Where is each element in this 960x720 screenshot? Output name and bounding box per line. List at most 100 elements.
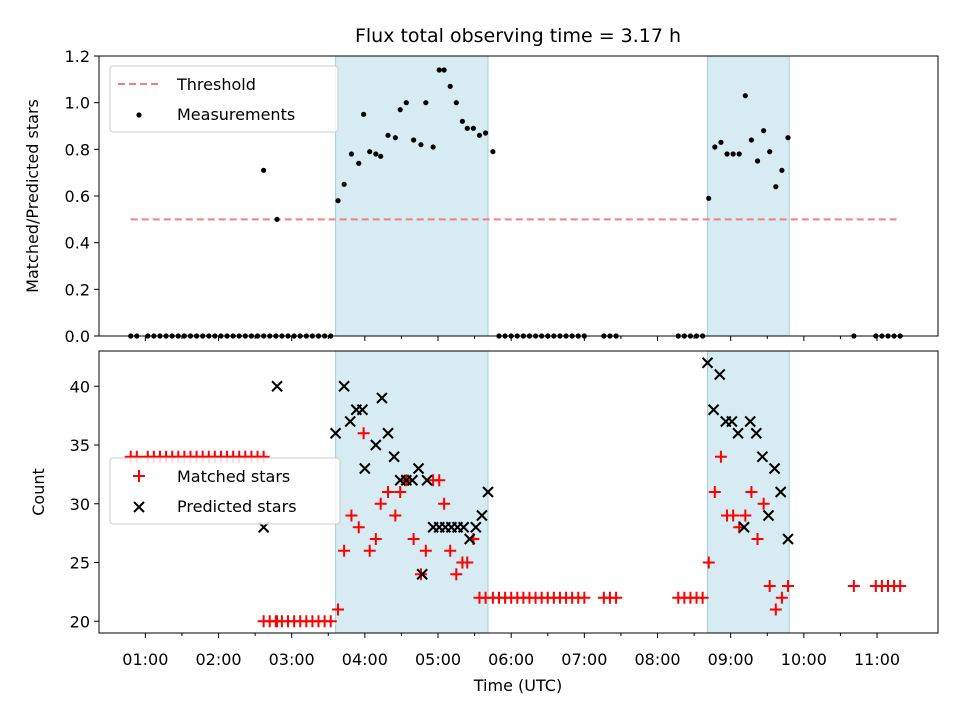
measurement-point	[490, 149, 496, 155]
x-stroke-b	[701, 357, 714, 369]
matched-star-point	[271, 615, 284, 628]
top-y-label: Matched/Predicted stars	[23, 99, 42, 293]
x-tick-label: 03:00	[269, 650, 315, 669]
measurement-point	[785, 135, 791, 141]
predicted-star-point	[732, 427, 744, 439]
predicted-star-point	[707, 404, 720, 416]
predicted-star-point	[329, 427, 342, 439]
x-stroke-b	[756, 451, 769, 463]
x-stroke-b	[732, 427, 744, 439]
matched-star-point	[578, 591, 591, 604]
matched-star-point	[775, 591, 788, 604]
measurement-point	[754, 158, 761, 164]
predicted-star-points	[257, 357, 794, 580]
y-tick-label: 25	[70, 554, 90, 573]
y-tick-label: 0.6	[65, 187, 90, 206]
predicted-star-point	[768, 462, 781, 475]
measurement-point	[403, 100, 409, 106]
x-stroke-b	[344, 415, 356, 428]
matched-star-point	[407, 533, 420, 545]
x-stroke-b	[726, 415, 738, 428]
x-tick-label: 10:00	[781, 650, 827, 669]
predicted-star-point	[714, 368, 726, 381]
measurement-point	[773, 184, 779, 190]
x-stroke-b	[750, 427, 763, 439]
top-legend-box	[109, 65, 339, 133]
top-x-axis	[144, 336, 878, 341]
x-tick-label: 01:00	[122, 650, 168, 669]
x-stroke-b	[271, 380, 283, 392]
x-stroke-b	[457, 521, 470, 533]
measurement-point	[373, 151, 379, 157]
measurement-point	[476, 132, 483, 138]
x-stroke-b	[707, 404, 720, 416]
figure-title: Flux total observing time = 3.17 h	[355, 25, 681, 47]
x-tick-label: 04:00	[342, 650, 388, 669]
matched-star-point	[357, 427, 370, 440]
measurement-point	[706, 195, 712, 201]
matched-star-point	[714, 450, 727, 463]
measurement-point	[730, 151, 736, 157]
measurement-point	[411, 137, 417, 143]
matched-star-point	[433, 474, 446, 487]
bottom-legend-box	[109, 457, 341, 525]
measurement-point	[430, 144, 436, 150]
predicted-star-point	[382, 427, 394, 439]
legend-predicted-label: Predicted stars	[177, 497, 297, 516]
x-tick-label: 06:00	[488, 650, 534, 669]
matched-star-point	[257, 615, 270, 628]
predicted-star-point	[756, 451, 769, 463]
legend-measurements-label: Measurements	[177, 105, 295, 124]
x-stroke-b	[388, 451, 400, 463]
x-stroke-b	[412, 462, 425, 475]
top-plot-frame	[98, 55, 939, 337]
matched-star-point	[332, 603, 345, 616]
y-tick-label: 35	[70, 436, 90, 455]
matched-star-point	[389, 509, 402, 522]
matched-star-point	[696, 591, 709, 604]
bottom-plot-frame	[98, 350, 939, 634]
measurement-point	[367, 149, 373, 155]
matched-star-point	[394, 486, 407, 498]
predicted-star-point	[762, 509, 775, 522]
predicted-star-point	[738, 521, 750, 533]
x-tick-label: 08:00	[634, 650, 680, 669]
predicted-star-point	[356, 404, 369, 416]
measurement-point	[459, 118, 466, 124]
matched-star-point	[757, 497, 770, 510]
predicted-star-point	[782, 533, 794, 545]
x-stroke-b	[370, 439, 382, 451]
bottom-x-axis: 01:00 02:00 03:00 04:00 05:00 06:00 07:00 08:00…	[122, 633, 900, 669]
matched-star-point	[763, 580, 776, 592]
matched-star-point	[363, 544, 376, 557]
measurement-point	[464, 125, 470, 131]
matched-star-point	[450, 568, 463, 581]
matched-star-point	[345, 509, 358, 522]
matched-star-point	[324, 615, 337, 628]
x-stroke-b	[768, 462, 781, 475]
shaded-interval	[335, 55, 489, 337]
measurement-point	[748, 137, 755, 143]
x-stroke-b	[356, 404, 369, 416]
matched-star-point	[369, 533, 382, 545]
x-stroke-b	[416, 568, 428, 580]
y-tick-label: 1.2	[65, 47, 90, 66]
x-stroke-b	[421, 474, 433, 486]
measurement-point	[441, 67, 447, 73]
y-tick-label: 1.0	[65, 94, 90, 113]
measurement-point	[718, 139, 724, 145]
measurement-point	[423, 100, 429, 106]
predicted-star-point	[338, 380, 350, 392]
matched-star-points	[124, 427, 907, 628]
predicted-star-point	[476, 509, 488, 522]
predicted-star-point	[271, 380, 283, 392]
matched-star-point	[461, 556, 474, 569]
x-stroke-b	[382, 427, 394, 439]
bottom-x-label: Time (UTC)	[473, 676, 562, 695]
predicted-star-point	[470, 521, 482, 533]
x-stroke-b	[338, 380, 350, 392]
matched-star-point	[610, 591, 623, 604]
matched-star-point	[769, 603, 782, 616]
x-stroke-b	[476, 509, 488, 522]
measurement-point	[378, 153, 384, 159]
